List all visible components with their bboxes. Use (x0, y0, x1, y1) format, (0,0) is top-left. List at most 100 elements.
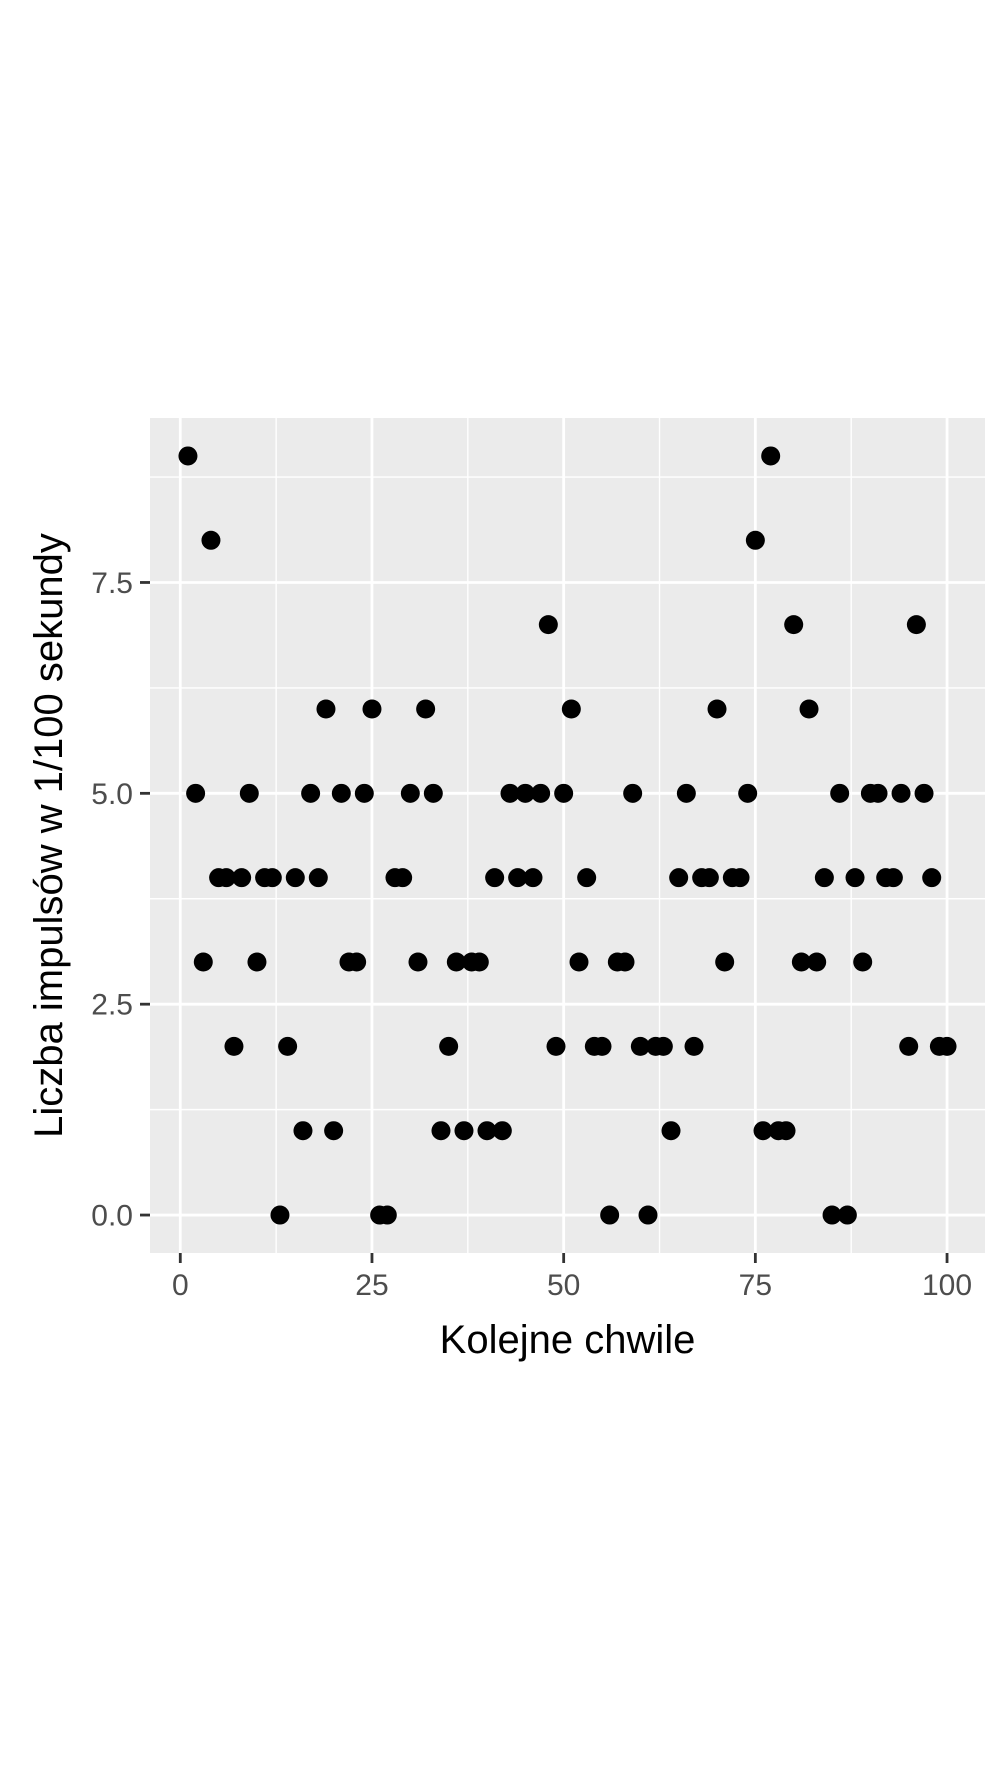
data-point (431, 1121, 451, 1141)
data-point (638, 1205, 658, 1225)
data-point (837, 1205, 857, 1225)
data-point (791, 952, 811, 972)
data-point (699, 868, 719, 888)
grid-minor (150, 418, 985, 1253)
data-point (393, 868, 413, 888)
data-point (232, 868, 252, 888)
data-point (331, 783, 351, 803)
data-point (216, 868, 236, 888)
data-point (546, 1036, 566, 1056)
x-tick-label: 25 (355, 1269, 388, 1302)
data-point (592, 1036, 612, 1056)
x-axis: 0 25 50 75 100 (172, 1253, 972, 1302)
data-point (822, 1205, 842, 1225)
x-tick-label: 75 (739, 1269, 772, 1302)
data-point (937, 1036, 957, 1056)
data-point (285, 868, 305, 888)
y-axis: 0.0 2.5 5.0 7.5 (91, 567, 150, 1233)
data-point (853, 952, 873, 972)
data-point (408, 952, 428, 972)
data-point (538, 615, 558, 635)
data-point (730, 868, 750, 888)
data-point (293, 1121, 313, 1141)
data-point (784, 615, 804, 635)
data-point (531, 783, 551, 803)
data-point (362, 699, 382, 719)
data-point (569, 952, 589, 972)
data-points (178, 446, 957, 1225)
x-tick-label: 50 (547, 1269, 580, 1302)
data-point (761, 446, 781, 466)
data-point (868, 783, 888, 803)
data-point (776, 1121, 796, 1141)
data-point (278, 1036, 298, 1056)
data-point (845, 868, 865, 888)
data-point (492, 1121, 512, 1141)
data-point (400, 783, 420, 803)
data-point (799, 699, 819, 719)
data-point (600, 1205, 620, 1225)
data-point (899, 1036, 919, 1056)
data-point (469, 952, 489, 972)
data-point (508, 868, 528, 888)
data-point (906, 615, 926, 635)
data-point (523, 868, 543, 888)
data-point (239, 783, 259, 803)
data-point (262, 868, 282, 888)
data-point (830, 783, 850, 803)
data-point (324, 1121, 344, 1141)
data-point (814, 868, 834, 888)
data-point (439, 1036, 459, 1056)
data-point (883, 868, 903, 888)
data-point (669, 868, 689, 888)
y-tick-label: 0.0 (91, 1200, 133, 1233)
data-point (354, 783, 374, 803)
data-point (477, 1121, 497, 1141)
data-point (347, 952, 367, 972)
data-point (301, 783, 321, 803)
data-point (193, 952, 213, 972)
data-point (201, 530, 221, 550)
data-point (914, 783, 934, 803)
data-point (661, 1121, 681, 1141)
data-point (615, 952, 635, 972)
data-point (247, 952, 267, 972)
y-tick-label: 7.5 (91, 567, 133, 600)
data-point (630, 1036, 650, 1056)
data-point (807, 952, 827, 972)
data-point (178, 446, 198, 466)
data-point (485, 868, 505, 888)
plot-panel (150, 418, 985, 1253)
data-point (554, 783, 574, 803)
data-point (224, 1036, 244, 1056)
data-point (653, 1036, 673, 1056)
data-point (684, 1036, 704, 1056)
data-point (446, 952, 466, 972)
data-point (577, 868, 597, 888)
x-tick-label: 0 (172, 1269, 189, 1302)
data-point (707, 699, 727, 719)
y-axis-title: Liczba impulsów w 1/100 sekundy (27, 533, 71, 1138)
data-point (308, 868, 328, 888)
data-point (676, 783, 696, 803)
data-point (738, 783, 758, 803)
x-axis-title: Kolejne chwile (440, 1318, 696, 1362)
data-point (745, 530, 765, 550)
data-point (416, 699, 436, 719)
data-point (891, 783, 911, 803)
data-point (423, 783, 443, 803)
data-point (270, 1205, 290, 1225)
data-point (623, 783, 643, 803)
data-point (753, 1121, 773, 1141)
data-point (454, 1121, 474, 1141)
y-tick-label: 2.5 (91, 989, 133, 1022)
data-point (515, 783, 535, 803)
data-point (922, 868, 942, 888)
data-point (316, 699, 336, 719)
data-point (715, 952, 735, 972)
x-tick-label: 100 (922, 1269, 972, 1302)
data-point (186, 783, 206, 803)
data-point (561, 699, 581, 719)
data-point (500, 783, 520, 803)
